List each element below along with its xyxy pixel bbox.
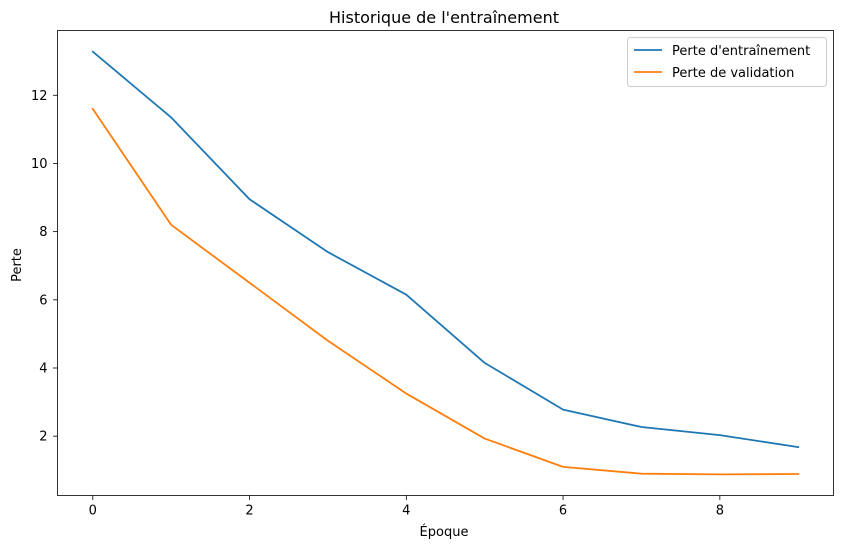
y-axis-ticks: 2 4 6 8 10 12	[31, 89, 58, 445]
x-tick-label: 2	[245, 504, 253, 519]
legend-label-training: Perte d'entraînement	[672, 44, 810, 59]
y-tick-label: 2	[39, 430, 47, 445]
x-tick-label: 0	[89, 504, 97, 519]
chart-title: Historique de l'entraînement	[329, 8, 559, 27]
x-tick-label: 8	[716, 504, 724, 519]
legend-label-validation: Perte de validation	[672, 66, 794, 81]
y-axis-label: Perte	[10, 248, 25, 282]
plot-frame	[57, 30, 834, 496]
series-line-validation	[91, 107, 800, 476]
x-tick-label: 6	[559, 504, 567, 519]
y-tick-label: 6	[39, 293, 47, 308]
x-axis-label: Époque	[420, 524, 469, 540]
y-tick-label: 10	[31, 157, 48, 172]
series-line-training	[91, 50, 800, 449]
y-tick-label: 8	[39, 225, 47, 240]
x-axis-ticks: 0 2 4 6 8	[89, 495, 724, 519]
x-tick-label: 4	[402, 504, 410, 519]
legend: Perte d'entraînement Perte de validation	[627, 37, 827, 87]
y-tick-label: 4	[39, 362, 47, 377]
legend-frame	[627, 37, 827, 87]
y-tick-label: 12	[31, 89, 48, 104]
plot-area	[57, 30, 834, 496]
series-lines	[91, 50, 800, 476]
